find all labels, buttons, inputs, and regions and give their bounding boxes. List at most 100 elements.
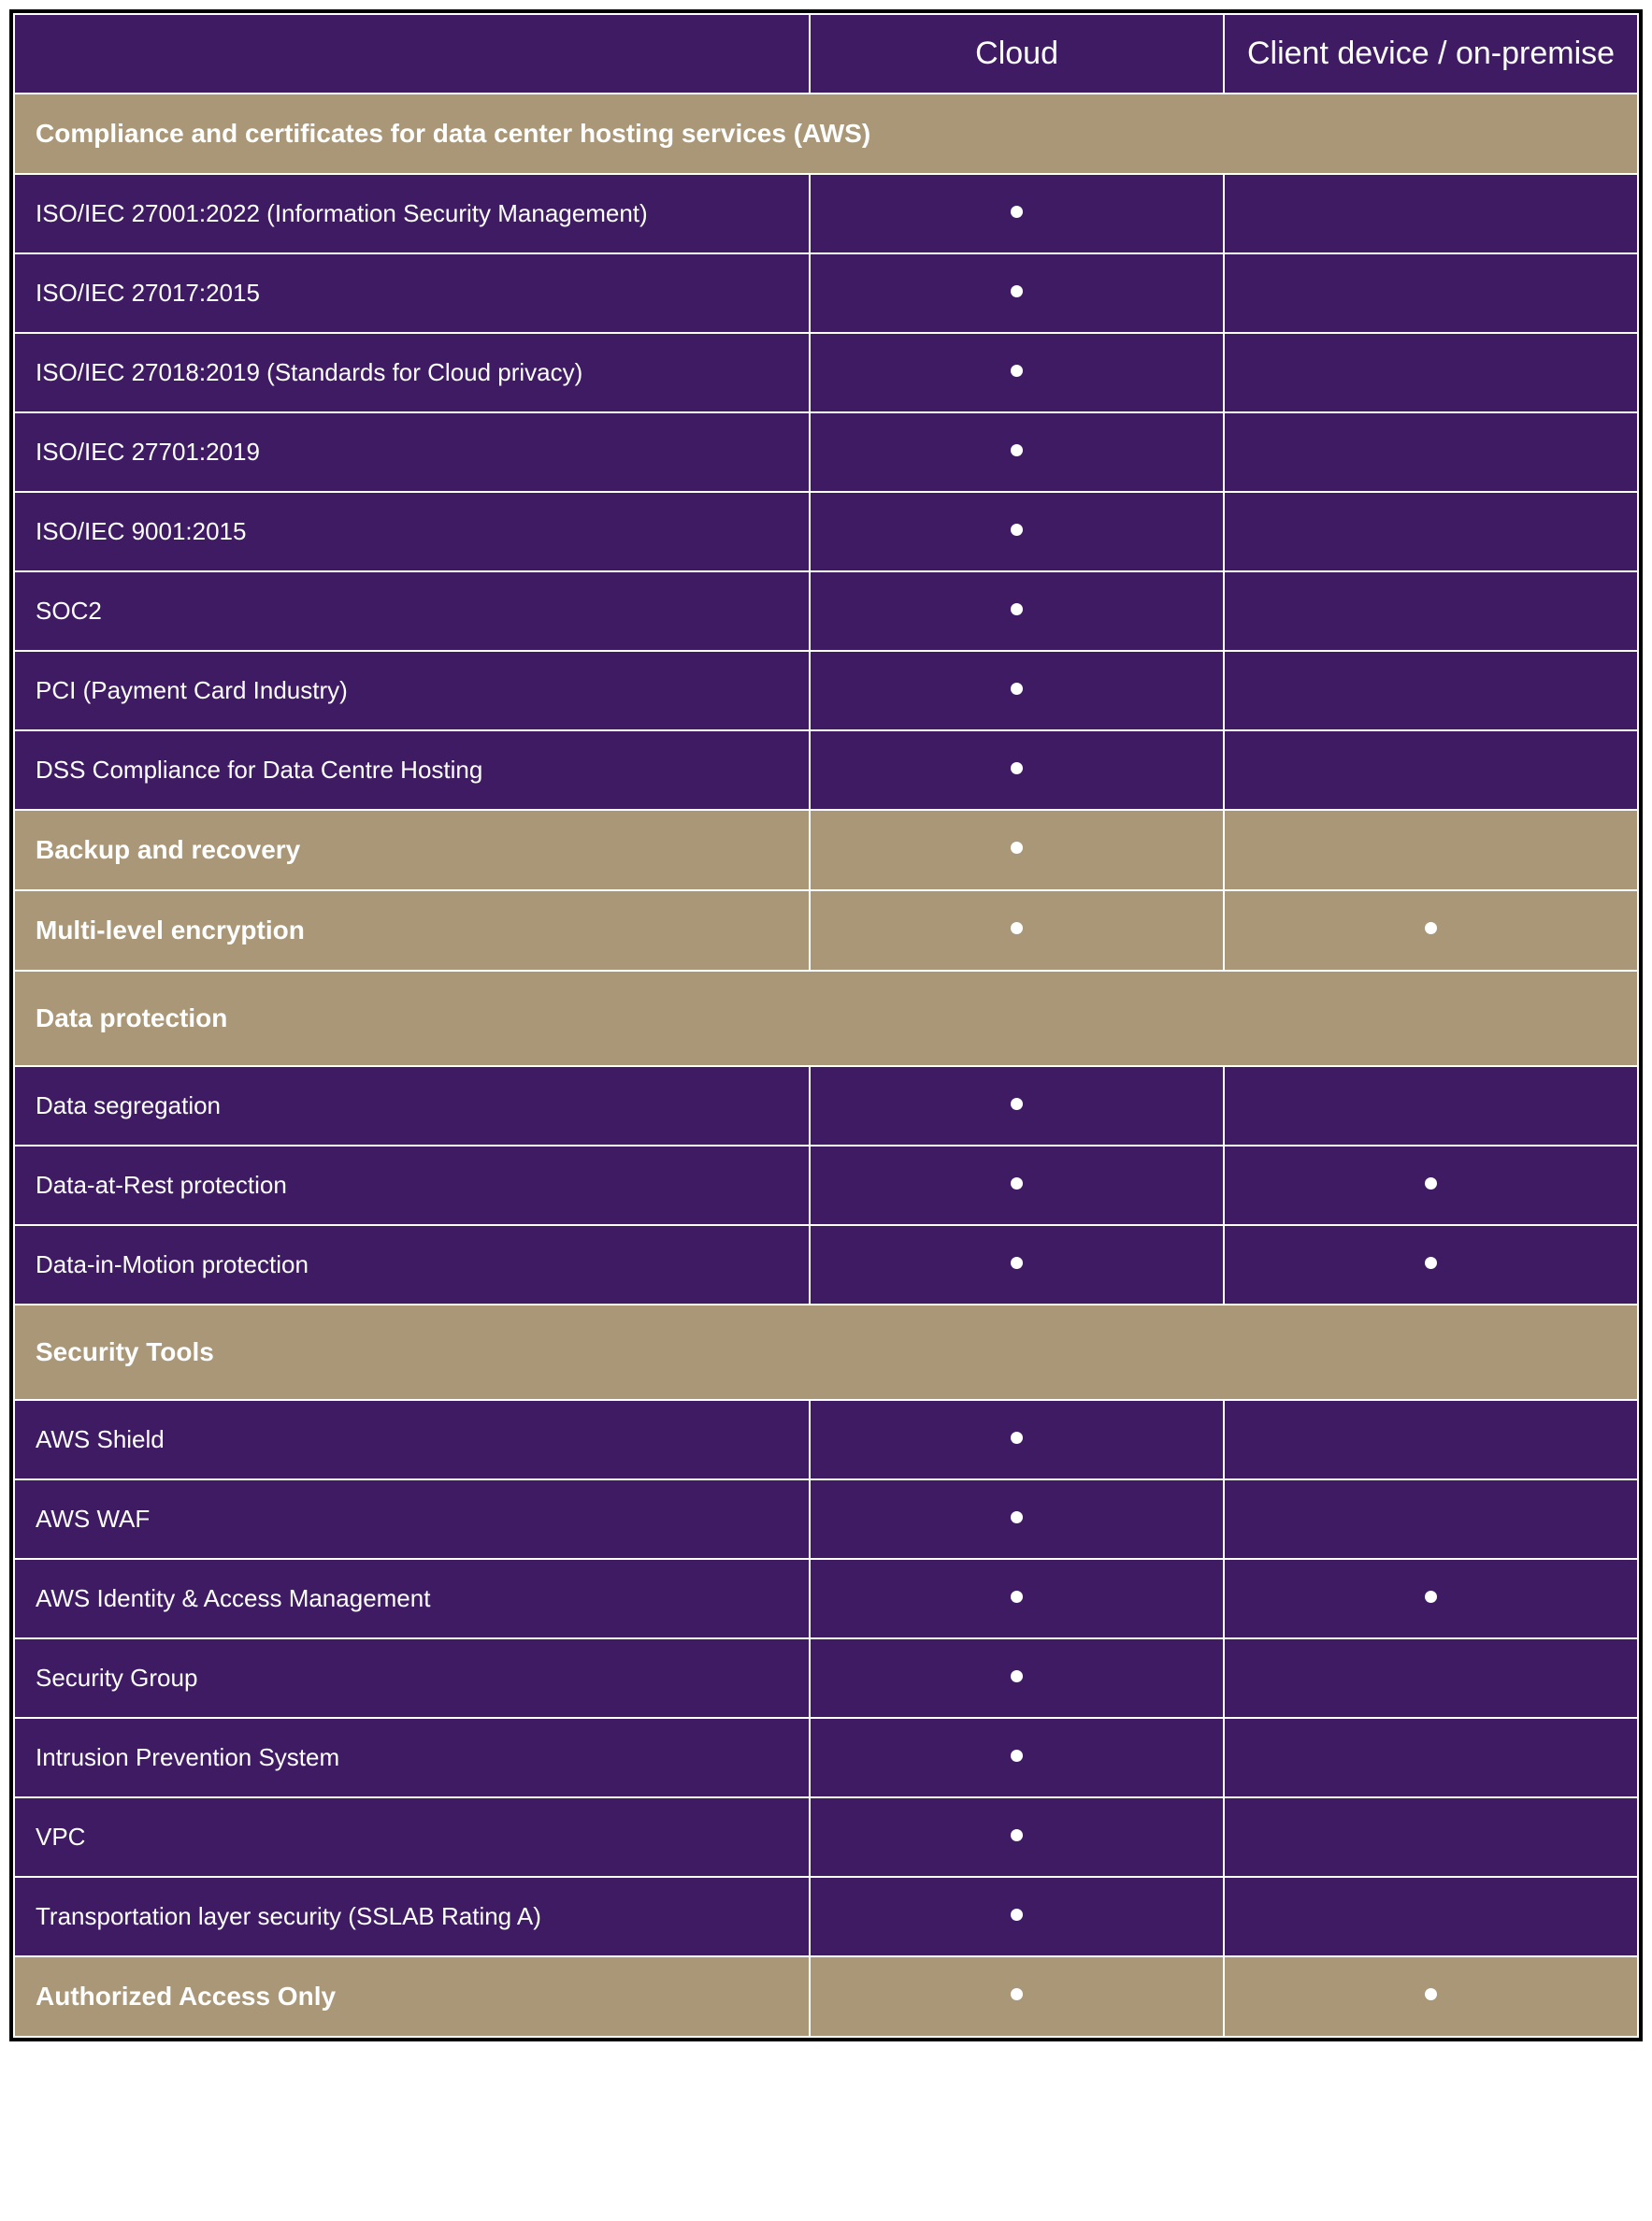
header-label — [14, 14, 810, 94]
onprem-cell — [1224, 810, 1638, 890]
onprem-cell — [1224, 730, 1638, 810]
cloud-cell — [810, 1718, 1224, 1797]
table-row: AWS WAF — [14, 1479, 1638, 1559]
table-row: ISO/IEC 27701:2019 — [14, 412, 1638, 492]
bullet-icon — [1011, 524, 1023, 536]
bullet-icon — [1011, 762, 1023, 774]
section-row: Data protection — [14, 971, 1638, 1066]
table-row: Data-in-Motion protection — [14, 1225, 1638, 1305]
onprem-cell — [1224, 1225, 1638, 1305]
row-label: AWS Shield — [14, 1400, 810, 1479]
cloud-cell — [810, 253, 1224, 333]
table-row: ISO/IEC 27018:2019 (Standards for Cloud … — [14, 333, 1638, 412]
cloud-cell — [810, 890, 1224, 971]
cloud-cell — [810, 1400, 1224, 1479]
bullet-icon — [1011, 842, 1023, 854]
onprem-cell — [1224, 651, 1638, 730]
table-row: Intrusion Prevention System — [14, 1718, 1638, 1797]
onprem-cell — [1224, 1146, 1638, 1225]
table-row: Transportation layer security (SSLAB Rat… — [14, 1877, 1638, 1956]
section-label: Compliance and certificates for data cen… — [14, 94, 1638, 174]
row-label: Security Group — [14, 1638, 810, 1718]
section-row: Authorized Access Only — [14, 1956, 1638, 2037]
bullet-icon — [1425, 922, 1437, 934]
bullet-icon — [1011, 1909, 1023, 1921]
onprem-cell — [1224, 174, 1638, 253]
compliance-table-wrap: Cloud Client device / on-premise Complia… — [9, 9, 1643, 2041]
bullet-icon — [1011, 365, 1023, 377]
cloud-cell — [810, 492, 1224, 571]
table-body: Compliance and certificates for data cen… — [14, 94, 1638, 2037]
section-label: Backup and recovery — [14, 810, 810, 890]
row-label: AWS WAF — [14, 1479, 810, 1559]
bullet-icon — [1011, 1432, 1023, 1444]
bullet-icon — [1011, 1829, 1023, 1841]
section-label: Multi-level encryption — [14, 890, 810, 971]
table-row: SOC2 — [14, 571, 1638, 651]
table-row: ISO/IEC 27001:2022 (Information Security… — [14, 174, 1638, 253]
bullet-icon — [1011, 1750, 1023, 1762]
row-label: Intrusion Prevention System — [14, 1718, 810, 1797]
bullet-icon — [1011, 1591, 1023, 1603]
cloud-cell — [810, 1956, 1224, 2037]
row-label: ISO/IEC 27018:2019 (Standards for Cloud … — [14, 333, 810, 412]
row-label: Data-in-Motion protection — [14, 1225, 810, 1305]
cloud-cell — [810, 1797, 1224, 1877]
onprem-cell — [1224, 1797, 1638, 1877]
onprem-cell — [1224, 1718, 1638, 1797]
row-label: ISO/IEC 27017:2015 — [14, 253, 810, 333]
onprem-cell — [1224, 890, 1638, 971]
onprem-cell — [1224, 1559, 1638, 1638]
bullet-icon — [1011, 285, 1023, 297]
onprem-cell — [1224, 1400, 1638, 1479]
table-row: ISO/IEC 9001:2015 — [14, 492, 1638, 571]
onprem-cell — [1224, 1956, 1638, 2037]
section-label: Data protection — [14, 971, 1638, 1066]
table-row: ISO/IEC 27017:2015 — [14, 253, 1638, 333]
table-row: PCI (Payment Card Industry) — [14, 651, 1638, 730]
row-label: Transportation layer security (SSLAB Rat… — [14, 1877, 810, 1956]
bullet-icon — [1011, 444, 1023, 456]
table-row: DSS Compliance for Data Centre Hosting — [14, 730, 1638, 810]
section-row: Multi-level encryption — [14, 890, 1638, 971]
section-label: Authorized Access Only — [14, 1956, 810, 2037]
row-label: VPC — [14, 1797, 810, 1877]
compliance-table: Cloud Client device / on-premise Complia… — [13, 13, 1639, 2038]
section-row: Security Tools — [14, 1305, 1638, 1400]
header-cloud: Cloud — [810, 14, 1224, 94]
bullet-icon — [1011, 206, 1023, 218]
table-row: VPC — [14, 1797, 1638, 1877]
cloud-cell — [810, 1066, 1224, 1146]
onprem-cell — [1224, 412, 1638, 492]
bullet-icon — [1425, 1591, 1437, 1603]
row-label: ISO/IEC 9001:2015 — [14, 492, 810, 571]
bullet-icon — [1011, 1098, 1023, 1110]
cloud-cell — [810, 333, 1224, 412]
bullet-icon — [1425, 1988, 1437, 2000]
table-row: Data segregation — [14, 1066, 1638, 1146]
cloud-cell — [810, 1146, 1224, 1225]
onprem-cell — [1224, 571, 1638, 651]
bullet-icon — [1011, 1177, 1023, 1190]
header-row: Cloud Client device / on-premise — [14, 14, 1638, 94]
row-label: Data segregation — [14, 1066, 810, 1146]
onprem-cell — [1224, 253, 1638, 333]
row-label: PCI (Payment Card Industry) — [14, 651, 810, 730]
section-row: Backup and recovery — [14, 810, 1638, 890]
row-label: ISO/IEC 27701:2019 — [14, 412, 810, 492]
cloud-cell — [810, 571, 1224, 651]
bullet-icon — [1011, 922, 1023, 934]
cloud-cell — [810, 810, 1224, 890]
onprem-cell — [1224, 1066, 1638, 1146]
row-label: ISO/IEC 27001:2022 (Information Security… — [14, 174, 810, 253]
table-row: Data-at-Rest protection — [14, 1146, 1638, 1225]
table-row: Security Group — [14, 1638, 1638, 1718]
row-label: Data-at-Rest protection — [14, 1146, 810, 1225]
table-row: AWS Identity & Access Management — [14, 1559, 1638, 1638]
bullet-icon — [1011, 1988, 1023, 2000]
header-onprem: Client device / on-premise — [1224, 14, 1638, 94]
onprem-cell — [1224, 1638, 1638, 1718]
bullet-icon — [1011, 1257, 1023, 1269]
cloud-cell — [810, 1638, 1224, 1718]
bullet-icon — [1425, 1257, 1437, 1269]
